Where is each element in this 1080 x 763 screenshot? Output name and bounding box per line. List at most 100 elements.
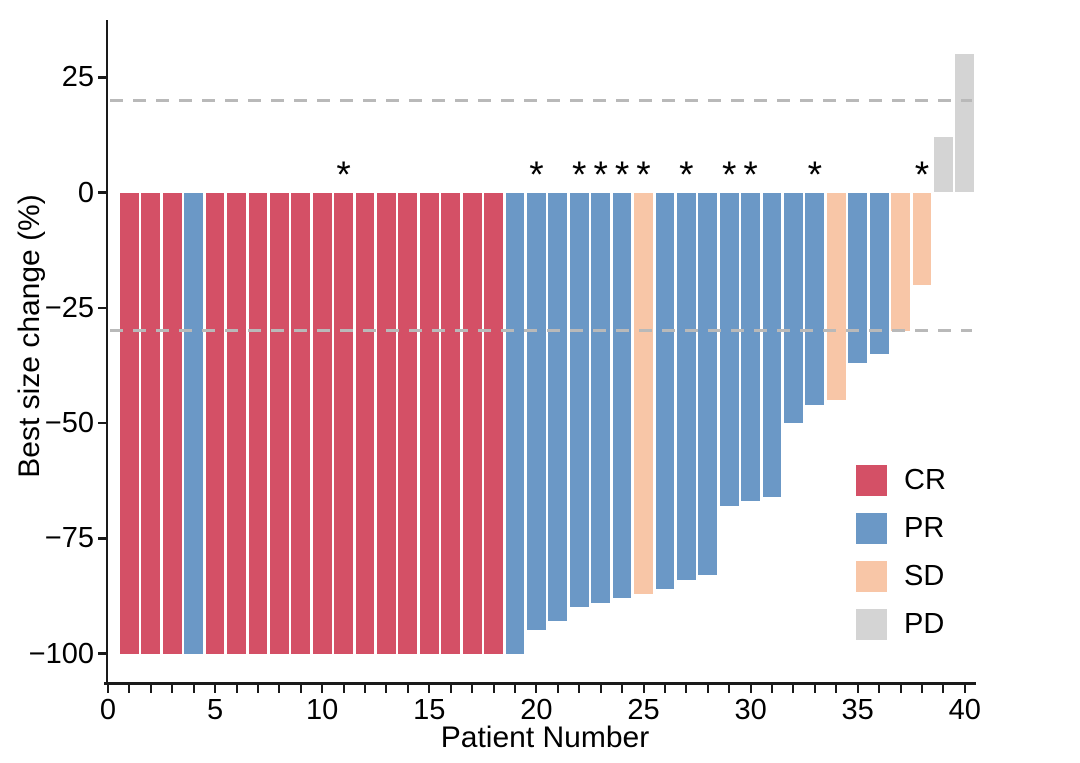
reference-line--30 [110, 329, 972, 333]
x-tick-label: 10 [306, 694, 339, 726]
asterisk-patient-23: * [593, 154, 608, 195]
x-tick [364, 685, 367, 693]
x-tick [492, 685, 495, 693]
x-tick [342, 685, 345, 693]
x-tick-label: 40 [948, 694, 981, 726]
bar-patient-23 [591, 192, 611, 603]
bar-patient-13 [377, 192, 396, 654]
x-tick [963, 685, 966, 693]
bar-patient-26 [655, 192, 675, 589]
y-tick [98, 421, 106, 425]
legend-item-pr: PR [856, 512, 946, 545]
asterisk-patient-27: * [679, 154, 694, 195]
x-tick [706, 685, 709, 693]
y-tick [98, 76, 106, 79]
asterisk-patient-24: * [614, 154, 630, 195]
asterisk-patient-25: * [636, 154, 651, 195]
x-tick [556, 685, 559, 693]
bar-patient-28 [698, 192, 718, 576]
x-tick-label: 30 [734, 694, 767, 726]
bar-patient-30 [741, 192, 760, 502]
x-tick [749, 685, 752, 693]
x-tick [642, 685, 645, 693]
x-tick [899, 685, 902, 693]
reference-line-20 [110, 98, 972, 102]
x-tick [299, 685, 302, 693]
y-tick [98, 537, 106, 540]
legend-swatch-pr [856, 513, 887, 544]
bar-patient-8 [269, 192, 289, 654]
bar-patient-24 [612, 192, 632, 599]
bar-patient-3 [162, 192, 182, 654]
legend-item-pd: PD [856, 608, 946, 641]
bar-patient-2 [141, 192, 161, 654]
x-tick [728, 685, 731, 693]
legend: CR PR SD PD [856, 464, 946, 656]
bar-patient-5 [205, 192, 225, 654]
asterisk-patient-22: * [572, 154, 587, 195]
y-tick [98, 306, 106, 309]
y-tick [98, 191, 106, 194]
x-tick [107, 685, 109, 693]
legend-item-cr: CR [856, 464, 946, 497]
bar-patient-35 [848, 192, 868, 364]
bar-patient-9 [291, 192, 311, 654]
bar-patient-32 [784, 192, 803, 423]
y-tick-label: 25 [61, 61, 94, 94]
bar-patient-25 [634, 192, 653, 594]
x-tick [321, 685, 324, 693]
bar-patient-19 [505, 192, 525, 654]
bar-patient-15 [419, 192, 439, 654]
x-tick-label: 0 [99, 694, 117, 726]
legend-item-sd: SD [856, 560, 946, 593]
x-tick-label: 15 [413, 694, 446, 726]
bar-patient-21 [548, 192, 568, 622]
bar-patient-14 [398, 192, 418, 654]
x-tick [942, 685, 945, 693]
legend-label: CR [904, 464, 946, 496]
bar-patient-4 [184, 192, 204, 654]
bar-patient-18 [484, 192, 503, 654]
x-tick-label: 20 [520, 694, 553, 726]
x-tick [428, 685, 431, 693]
x-tick [878, 685, 881, 693]
asterisk-patient-20: * [529, 154, 544, 195]
bar-patient-1 [120, 192, 139, 654]
x-tick [513, 685, 516, 693]
bar-patient-37 [891, 192, 910, 331]
bar-patient-6 [227, 192, 246, 654]
x-tick [406, 685, 409, 693]
bar-patient-12 [355, 192, 375, 654]
x-tick-label: 35 [841, 694, 874, 726]
bar-patient-33 [805, 192, 825, 405]
x-tick [449, 685, 452, 693]
x-tick [663, 685, 666, 693]
bar-patient-11 [334, 192, 354, 654]
y-tick-label: −75 [44, 522, 94, 555]
x-tick [813, 685, 816, 693]
asterisk-patient-30: * [743, 154, 758, 195]
bar-patient-17 [462, 192, 482, 654]
x-tick [835, 685, 838, 693]
x-tick [385, 685, 388, 693]
x-tick [171, 685, 174, 693]
y-tick-label: 0 [77, 176, 94, 209]
x-tick [256, 685, 259, 693]
x-tick [771, 685, 774, 693]
asterisk-patient-29: * [721, 154, 737, 195]
x-tick [856, 685, 859, 693]
x-tick [920, 685, 923, 693]
x-tick [149, 685, 152, 693]
x-tick [192, 685, 195, 693]
bar-patient-7 [248, 192, 268, 654]
bar-patient-38 [912, 192, 932, 285]
bar-patient-36 [869, 192, 889, 354]
y-tick-label: −50 [44, 407, 94, 439]
x-tick [599, 685, 602, 693]
x-axis-line [104, 682, 976, 685]
y-tick [98, 652, 106, 655]
asterisk-patient-38: * [914, 154, 930, 195]
x-tick [621, 685, 624, 693]
bar-patient-29 [719, 192, 739, 506]
